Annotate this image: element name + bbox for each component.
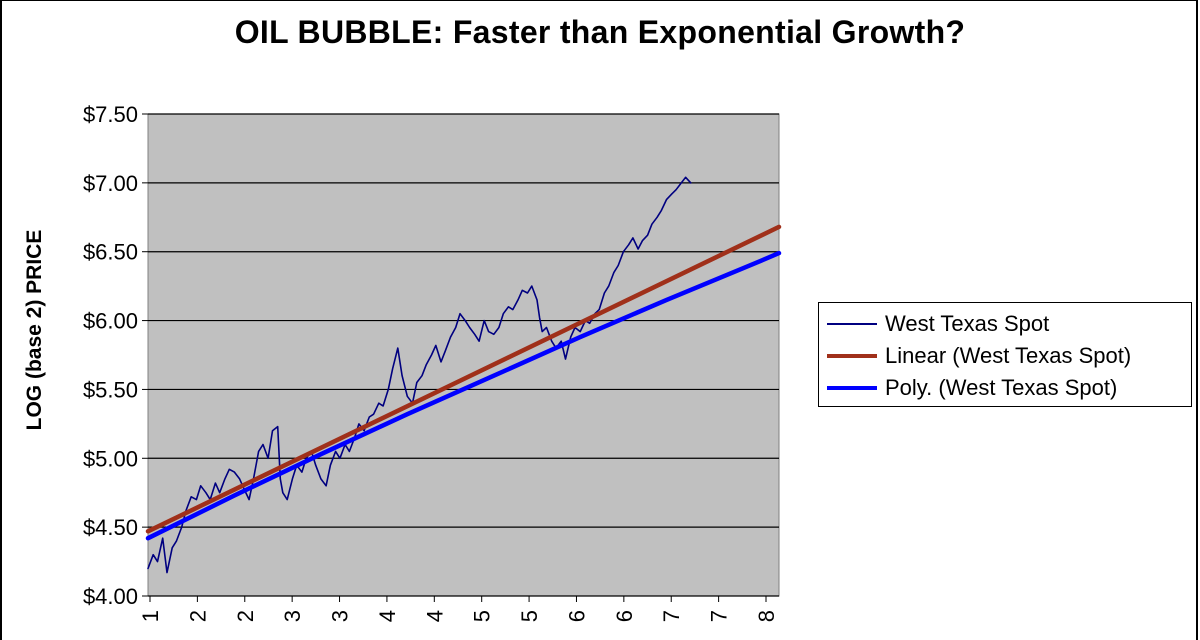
x-tick-label: 2 xyxy=(185,610,210,622)
legend-item-poly: Poly. (West Texas Spot) xyxy=(827,371,1117,405)
series-line-poly-west-texas-spot xyxy=(145,250,782,541)
chart-title: OIL BUBBLE: Faster than Exponential Grow… xyxy=(234,14,966,50)
plot-area xyxy=(147,113,780,597)
x-tick-label: 1 xyxy=(138,610,163,622)
y-tick-label: $5.00 xyxy=(83,446,138,471)
x-tick-label: 4 xyxy=(375,610,400,622)
y-tick-label: $7.00 xyxy=(83,171,138,196)
x-tick-label: 2 xyxy=(233,610,258,622)
legend-swatch-poly xyxy=(827,386,877,390)
y-tick-label: $4.00 xyxy=(83,584,138,609)
legend-swatch-west-texas-spot xyxy=(827,323,877,325)
series-layer xyxy=(145,176,782,574)
legend-label-west-texas-spot: West Texas Spot xyxy=(885,311,1050,336)
x-tick-label: 6 xyxy=(612,610,637,622)
legend-item-linear: Linear (West Texas Spot) xyxy=(827,339,1131,373)
x-axis-ticks: 1 2 2 3 3 4 4 5 5 6 6 7 7 8 xyxy=(138,596,779,622)
y-tick-label: $7.50 xyxy=(83,102,138,127)
x-tick-label: 7 xyxy=(707,610,732,622)
x-tick-label: 3 xyxy=(328,610,353,622)
x-tick-label: 3 xyxy=(280,610,305,622)
series-line-linear-west-texas-spot xyxy=(145,224,782,534)
legend-label-poly: Poly. (West Texas Spot) xyxy=(885,375,1118,400)
legend-swatch-linear xyxy=(827,354,877,358)
legend: West Texas Spot Linear (West Texas Spot)… xyxy=(818,302,1192,407)
x-tick-label: 5 xyxy=(517,610,542,622)
y-tick-label: $6.00 xyxy=(83,309,138,334)
y-axis-ticks: $4.00 $4.50 $5.00 $5.50 $6.00 $6.50 $7.00 $7.50 xyxy=(83,102,148,609)
x-tick-label: 7 xyxy=(659,610,684,622)
y-tick-label: $4.50 xyxy=(83,515,138,540)
x-tick-label: 5 xyxy=(470,610,495,622)
x-tick-label: 8 xyxy=(754,610,779,622)
series-line-west-texas-spot xyxy=(147,176,692,574)
x-tick-label: 4 xyxy=(422,610,447,622)
legend-item-west-texas-spot: West Texas Spot xyxy=(827,307,1049,341)
y-tick-label: $5.50 xyxy=(83,377,138,402)
x-tick-label: 6 xyxy=(564,610,589,622)
y-tick-label: $6.50 xyxy=(83,240,138,265)
legend-label-linear: Linear (West Texas Spot) xyxy=(885,343,1132,368)
gridlines xyxy=(148,113,779,597)
